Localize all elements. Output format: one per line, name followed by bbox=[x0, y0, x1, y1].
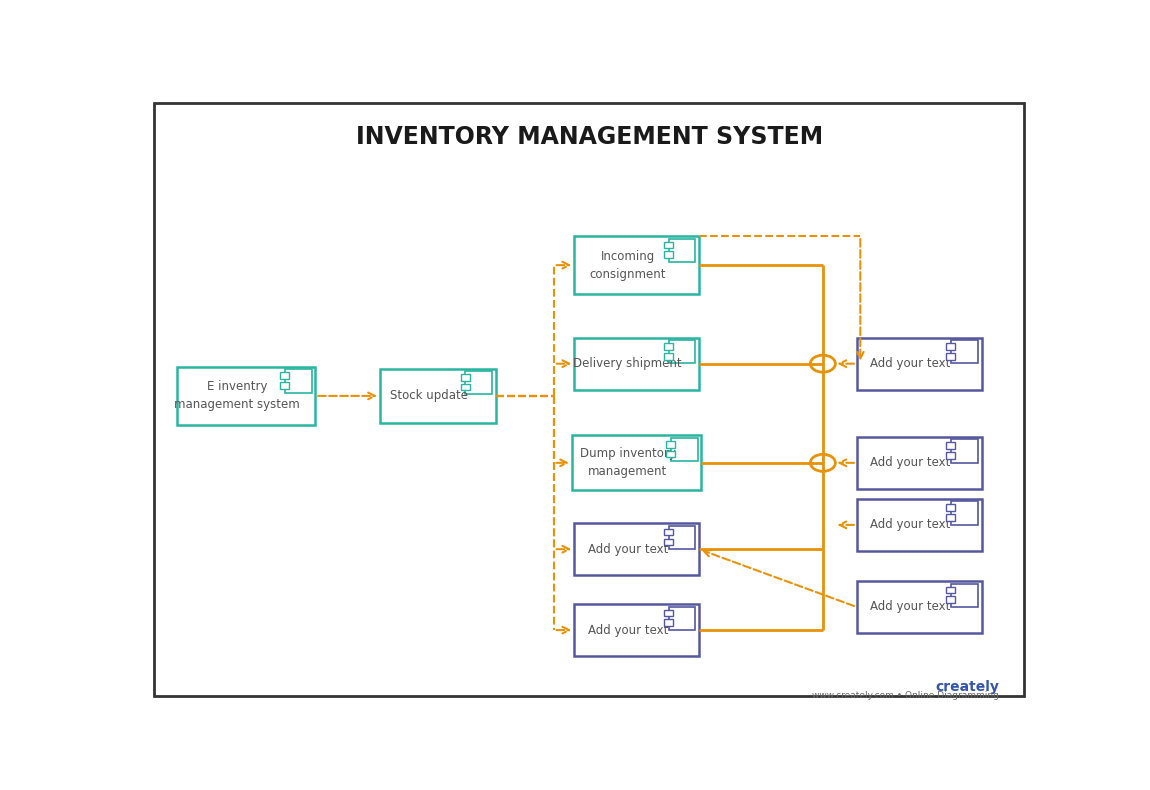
Bar bbox=[951, 502, 978, 525]
FancyBboxPatch shape bbox=[574, 604, 699, 656]
Bar bbox=[461, 374, 469, 381]
Bar bbox=[946, 344, 956, 350]
Bar bbox=[466, 371, 492, 394]
Text: Dump inventory
management: Dump inventory management bbox=[580, 447, 676, 478]
FancyBboxPatch shape bbox=[857, 581, 982, 633]
Bar bbox=[946, 587, 956, 593]
Bar bbox=[668, 607, 696, 630]
Bar bbox=[664, 529, 673, 536]
Text: creately: creately bbox=[935, 680, 999, 694]
Text: INVENTORY MANAGEMENT SYSTEM: INVENTORY MANAGEMENT SYSTEM bbox=[355, 126, 823, 149]
Bar bbox=[670, 438, 698, 461]
Bar bbox=[946, 596, 956, 603]
Bar bbox=[664, 344, 673, 350]
FancyBboxPatch shape bbox=[572, 435, 702, 490]
Bar bbox=[946, 514, 956, 521]
Bar bbox=[664, 610, 673, 616]
FancyBboxPatch shape bbox=[857, 338, 982, 389]
Text: Add your text: Add your text bbox=[871, 600, 950, 614]
Text: Stock update: Stock update bbox=[390, 389, 468, 402]
Text: E inventry
management system: E inventry management system bbox=[175, 381, 300, 412]
Text: Add your text: Add your text bbox=[588, 543, 668, 555]
Text: Delivery shipment: Delivery shipment bbox=[574, 357, 682, 371]
FancyBboxPatch shape bbox=[574, 338, 699, 389]
FancyBboxPatch shape bbox=[380, 368, 496, 423]
Bar bbox=[461, 384, 469, 390]
Bar bbox=[285, 370, 312, 393]
FancyBboxPatch shape bbox=[177, 367, 315, 425]
Bar bbox=[664, 353, 673, 359]
Bar bbox=[668, 526, 696, 549]
Bar bbox=[951, 340, 978, 363]
Text: Add your text: Add your text bbox=[871, 518, 950, 532]
Text: Add your text: Add your text bbox=[871, 457, 950, 469]
Bar bbox=[281, 382, 289, 389]
Bar bbox=[664, 619, 673, 626]
Bar bbox=[946, 452, 956, 459]
Bar bbox=[668, 340, 696, 363]
Bar bbox=[946, 353, 956, 359]
Bar bbox=[668, 239, 696, 261]
Text: Incoming
consignment: Incoming consignment bbox=[590, 250, 666, 280]
Bar bbox=[946, 442, 956, 449]
Bar bbox=[951, 584, 978, 607]
FancyBboxPatch shape bbox=[857, 499, 982, 551]
FancyBboxPatch shape bbox=[574, 523, 699, 575]
Bar bbox=[664, 251, 673, 258]
Bar bbox=[946, 505, 956, 511]
Bar bbox=[951, 439, 978, 462]
Bar bbox=[281, 372, 289, 379]
Text: Add your text: Add your text bbox=[588, 623, 668, 637]
Text: Add your text: Add your text bbox=[871, 357, 950, 371]
Bar bbox=[666, 441, 675, 448]
FancyBboxPatch shape bbox=[574, 236, 699, 294]
Bar bbox=[666, 450, 675, 457]
Bar bbox=[664, 242, 673, 248]
Text: www.creately.com • Online Diagramming: www.creately.com • Online Diagramming bbox=[812, 690, 999, 700]
Bar bbox=[664, 539, 673, 545]
FancyBboxPatch shape bbox=[857, 437, 982, 489]
